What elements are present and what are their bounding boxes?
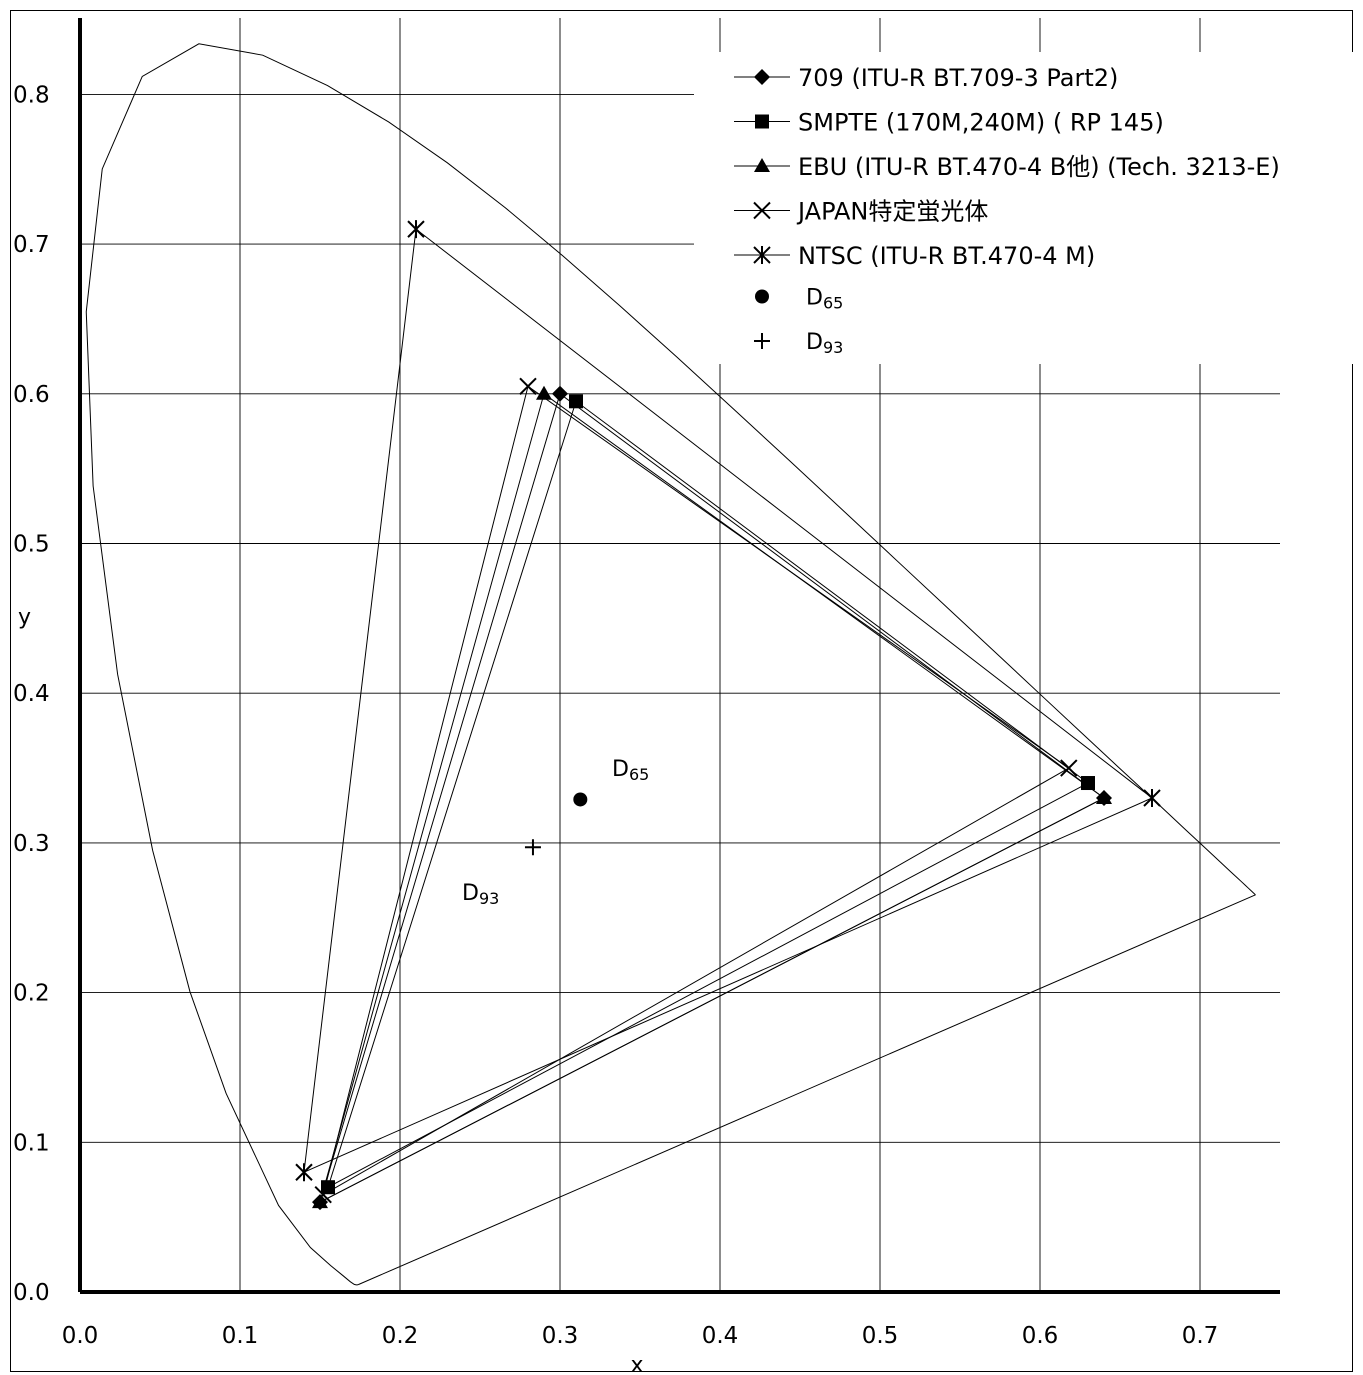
markers	[295, 220, 1161, 1211]
y-tick-label: 0.3	[13, 831, 50, 857]
axes	[78, 18, 1280, 1294]
x-tick-label: 0.1	[222, 1323, 259, 1349]
legend-marker-1	[755, 114, 769, 129]
y-tick-label: 0.8	[13, 82, 50, 108]
x-tick-label: 0.7	[1182, 1323, 1219, 1349]
gamut-triangle-4	[303, 228, 1153, 1174]
legend-label-4: NTSC (ITU-R BT.470-4 M)	[798, 242, 1095, 270]
legend-label-3: JAPAN特定蛍光体	[796, 198, 988, 226]
y-tick-label: 0.7	[13, 232, 50, 258]
x-tick-label: 0.5	[862, 1323, 899, 1349]
series-3-point-1	[519, 377, 537, 396]
series-4-point-2	[295, 1163, 313, 1182]
y-tick-label: 0.6	[13, 382, 50, 408]
white-point-D93	[524, 839, 541, 856]
legend-marker-3	[753, 201, 771, 220]
y-tick-label: 0.2	[13, 981, 50, 1007]
gamut-triangles	[303, 228, 1153, 1204]
gamut-triangle-1	[327, 400, 1089, 1189]
legend-marker-D93	[754, 333, 770, 349]
x-tick-label: 0.3	[542, 1323, 579, 1349]
white-point-D65	[573, 792, 588, 807]
x-tick-label: 0.0	[62, 1323, 99, 1349]
series-0-point-1	[552, 385, 568, 402]
gamut-triangle-2	[319, 392, 1105, 1204]
legend-label-D65: D65	[806, 286, 843, 313]
series-2-point-0	[1096, 789, 1112, 804]
spectral-locus-curve	[85, 43, 1256, 1286]
series-3-point-2	[314, 1185, 332, 1204]
legend: 709 (ITU-R BT.709-3 Part2) SMPTE (170M,24…	[734, 64, 1280, 357]
x-tick-label: 0.4	[702, 1323, 739, 1349]
white-point-labels: D65 D93	[462, 757, 649, 908]
y-tick-label: 0.4	[13, 681, 50, 707]
label-D65: D65	[612, 757, 649, 784]
legend-background	[694, 52, 1359, 364]
series-1-point-0	[1081, 776, 1095, 791]
series-3-point-0	[1060, 759, 1078, 777]
figure-frame	[10, 10, 1353, 1372]
x-tick-label: 0.2	[382, 1323, 419, 1349]
label-D93: D93	[462, 881, 499, 908]
series-2-point-2	[312, 1194, 328, 1209]
y-tick-label: 0.0	[13, 1280, 50, 1306]
legend-marker-D65	[755, 289, 769, 304]
series-1-point-2	[321, 1180, 335, 1195]
series-4-point-1	[407, 220, 425, 239]
purple-line	[358, 894, 1256, 1285]
legend-marker-4	[753, 246, 771, 264]
legend-marker-0	[754, 69, 770, 85]
gamut-triangle-3	[322, 385, 1070, 1196]
legend-label-0: 709 (ITU-R BT.709-3 Part2)	[798, 64, 1118, 92]
spectral-locus	[85, 43, 1359, 1286]
legend-label-D93: D93	[806, 330, 843, 357]
legend-label-2: EBU (ITU-R BT.470-4 B他) (Tech. 3213-E)	[798, 153, 1280, 181]
x-tick-label: 0.6	[1022, 1323, 1059, 1349]
y-tick-label: 0.5	[13, 532, 50, 558]
series-1-point-1	[569, 394, 583, 409]
y-tick-label: 0.1	[13, 1130, 50, 1156]
legend-marker-2	[754, 158, 770, 172]
series-4-point-0	[1143, 788, 1161, 807]
tick-labels: 0.0 0.1 0.2 0.3 0.4 0.5 0.6 0.7 0.0 0.1 0.2 0.3 0.4 0…	[13, 82, 1218, 1375]
legend-label-1: SMPTE (170M,240M) ( RP 145)	[798, 109, 1164, 137]
series-2-point-1	[536, 385, 552, 400]
y-axis-label: y	[18, 605, 31, 630]
x-axis-label: x	[630, 1353, 643, 1375]
